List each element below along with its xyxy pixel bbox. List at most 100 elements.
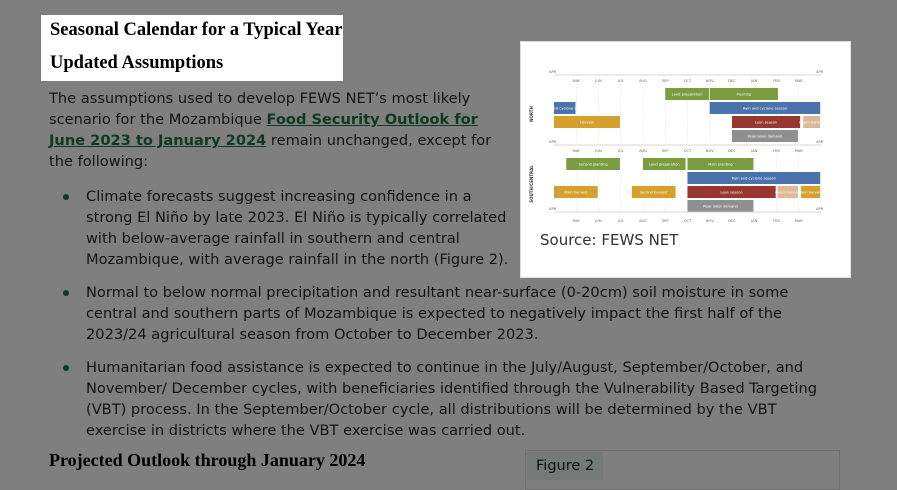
updated-assumptions-heading: Updated Assumptions	[50, 53, 224, 73]
month-label: NOV	[706, 219, 714, 223]
intro-paragraph: The assumptions used to develop FEWS NET…	[49, 88, 839, 172]
projected-outlook-heading: Projected Outlook through January 2024	[49, 450, 366, 470]
bullet-text: Humanitarian food assistance is expected…	[86, 359, 817, 439]
assumptions-content: The assumptions used to develop FEWS NET…	[49, 88, 839, 453]
axis-label-start: APR	[549, 140, 557, 144]
calendar-bar	[777, 186, 798, 198]
calendar-bar-label: Lean season	[755, 120, 777, 124]
month-label: OCT	[684, 219, 692, 223]
assumptions-list: Climate forecasts suggest increasing con…	[49, 186, 839, 441]
calendar-bar	[732, 116, 801, 128]
seasonal-calendar-image: APR APR MAY JUN JUL AUG SEP OCT NOV DEC JAN FEB MAR N…	[529, 70, 825, 223]
calendar-bar	[687, 186, 776, 198]
month-label: MAR	[795, 79, 804, 83]
month-label: JUL	[617, 79, 624, 83]
calendar-bar	[687, 158, 754, 170]
intro-text: The assumptions used to develop FEWS NET…	[49, 90, 471, 128]
calendar-bar	[554, 186, 598, 198]
calendar-bar	[687, 172, 821, 184]
month-label: OCT	[684, 79, 692, 83]
calendar-bar-label: Second harvest	[640, 190, 669, 194]
calendar-bar	[800, 186, 821, 198]
calendar-bar-label: Main harvest	[799, 190, 823, 194]
month-label: MAY	[573, 149, 581, 153]
month-label: JUL	[617, 149, 624, 153]
calendar-bar-label: Green harvest	[775, 190, 801, 194]
region-label: NORTH	[529, 106, 534, 122]
axis-label-end: APR	[816, 70, 824, 74]
month-label: JUN	[594, 219, 602, 223]
month-label: OCT	[684, 149, 692, 153]
month-label: JAN	[750, 149, 757, 153]
intro-text-end: remain unchanged, except for the followi…	[49, 132, 492, 170]
calendar-bar-label: Rain and cyclone season	[542, 106, 586, 110]
month-label: JAN	[750, 79, 757, 83]
bullet-icon	[63, 290, 69, 296]
calendar-bar-label: Peak labor demand	[748, 134, 783, 138]
figure-2-box: Figure 2	[525, 450, 840, 490]
heading-box: Seasonal Calendar for a Typical Year Upd…	[41, 15, 343, 81]
month-label: NOV	[706, 149, 714, 153]
axis-label-end: APR	[816, 207, 824, 211]
month-label: JUN	[594, 149, 602, 153]
list-item: Climate forecasts suggest increasing con…	[49, 186, 839, 270]
month-label: MAY	[573, 219, 581, 223]
calendar-bar	[554, 102, 576, 114]
calendar-bar	[732, 130, 798, 142]
month-label: JUL	[617, 219, 624, 223]
month-label: AUG	[639, 79, 647, 83]
calendar-bar	[554, 116, 620, 128]
month-label: DEC	[728, 219, 736, 223]
month-label: SEP	[662, 149, 670, 153]
calendar-bar	[709, 102, 821, 114]
calendar-bar-label: Rain and cyclone season	[732, 176, 776, 180]
calendar-bar	[566, 158, 620, 170]
month-label: SEP	[662, 219, 670, 223]
list-item: Normal to below normal precipitation and…	[49, 282, 839, 345]
calendar-bar-label: Land preparation	[649, 162, 680, 166]
month-label: AUG	[639, 219, 647, 223]
axis-label-start: APR	[549, 70, 557, 74]
bullet-text: Normal to below normal precipitation and…	[86, 284, 789, 343]
axis-label-start: APR	[549, 207, 557, 211]
month-label: JAN	[750, 219, 757, 223]
figure-2-label: Figure 2	[527, 452, 604, 480]
bullet-icon	[63, 194, 69, 200]
calendar-bar	[687, 200, 754, 212]
calendar-bar	[709, 88, 778, 100]
figure-source: Source: FEWS NET	[540, 231, 679, 249]
month-label: SEP	[662, 79, 670, 83]
calendar-bar-label: Lean season	[720, 190, 742, 194]
food-security-outlook-link[interactable]: Food Security Outlook for June 2023 to J…	[49, 111, 478, 149]
calendar-bar	[803, 116, 821, 128]
month-label: MAR	[795, 219, 804, 223]
month-label: AUG	[639, 149, 647, 153]
calendar-bar	[643, 158, 686, 170]
calendar-bar-label: Land preparation	[672, 92, 703, 96]
seasonal-calendar-heading: Seasonal Calendar for a Typical Year	[50, 20, 343, 40]
seasonal-calendar-figure: APR APR MAY JUN JUL AUG SEP OCT NOV DEC JAN FEB MAR N…	[520, 41, 851, 278]
list-item: Humanitarian food assistance is expected…	[49, 357, 839, 441]
axis-label-end: APR	[816, 140, 824, 144]
month-label: DEC	[728, 149, 736, 153]
month-label: FEB	[773, 79, 780, 83]
calendar-bar	[665, 88, 709, 100]
month-label: FEB	[773, 219, 780, 223]
month-label: JUN	[594, 79, 602, 83]
month-label: FEB	[773, 149, 780, 153]
calendar-bar-label: Planting	[737, 92, 752, 96]
calendar-bar-label: Harvest	[580, 120, 595, 124]
region-label: SOUTH/CENTRAL	[529, 165, 534, 203]
month-label: NOV	[706, 79, 714, 83]
month-label: MAY	[573, 79, 581, 83]
calendar-bar-label: Peak labor demand	[703, 204, 738, 208]
bullet-text: Climate forecasts suggest increasing con…	[86, 188, 509, 268]
calendar-bar-label: Main planting	[708, 162, 732, 166]
bullet-icon	[63, 365, 69, 371]
month-label: DEC	[728, 79, 736, 83]
month-label: MAR	[795, 149, 804, 153]
calendar-bar-label: Rain and cyclone season	[743, 106, 787, 110]
calendar-bar-label: Second planting	[579, 162, 608, 166]
calendar-bar	[631, 186, 676, 198]
calendar-bar-label: Green harvest	[799, 120, 825, 124]
